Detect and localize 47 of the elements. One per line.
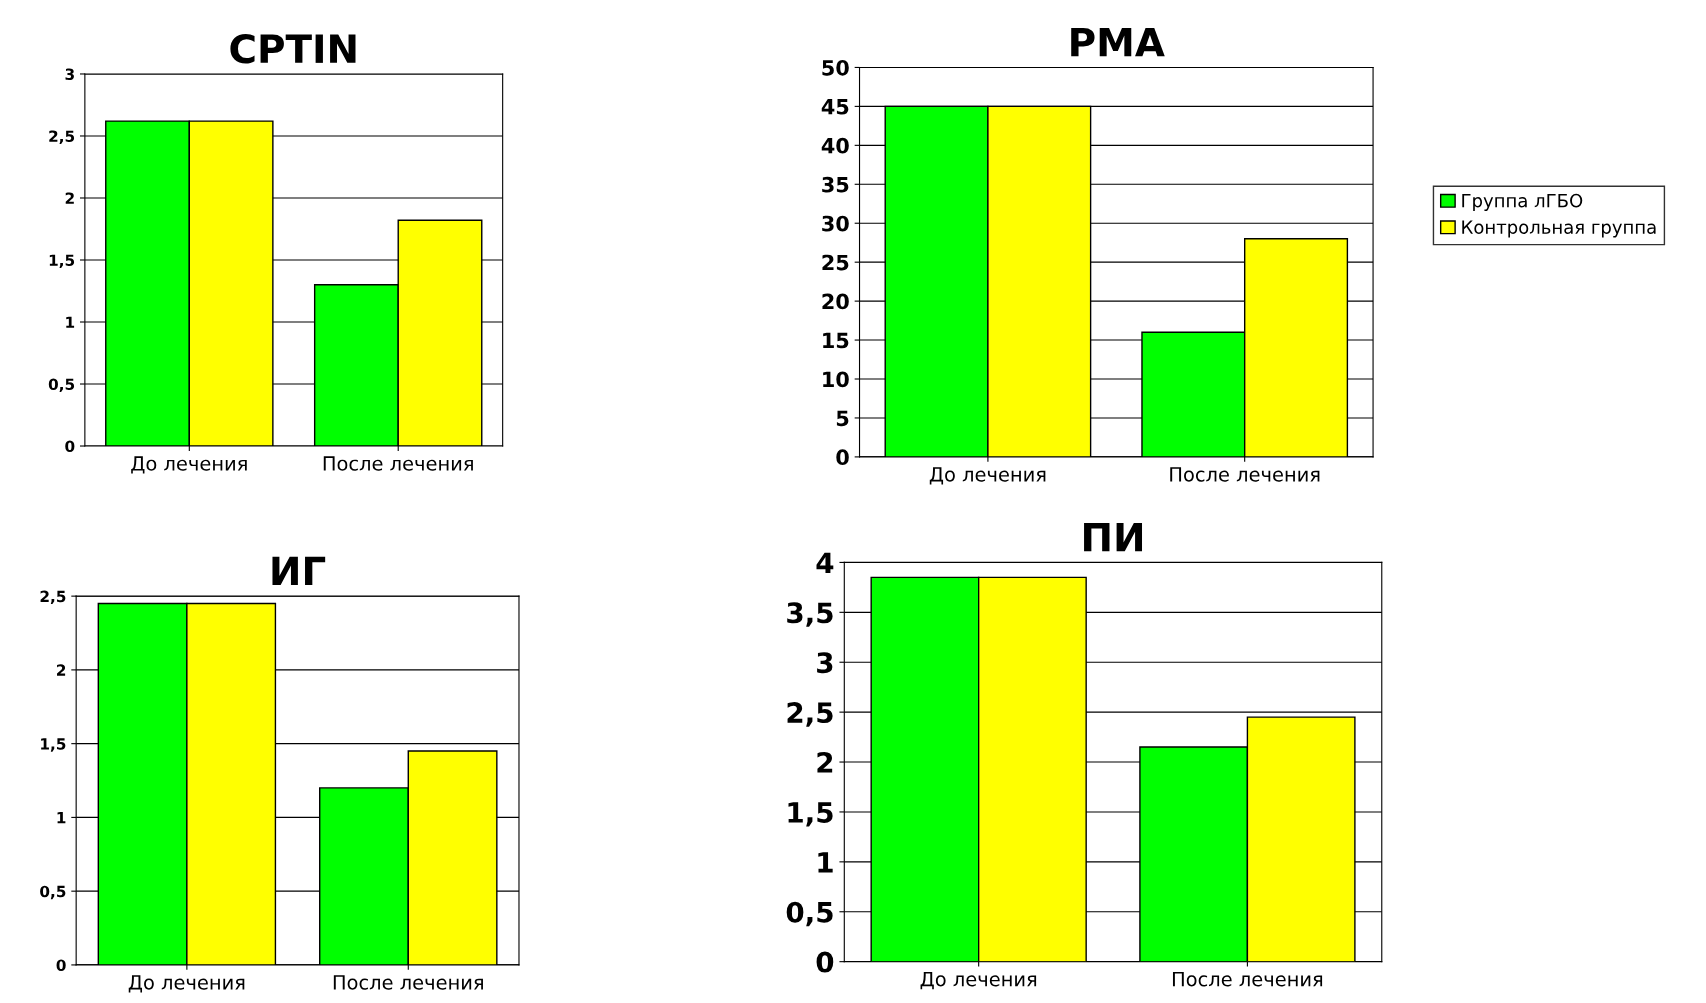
- y-tick-label: 3,5: [787, 602, 833, 627]
- y-tick-label: 0: [56, 959, 66, 971]
- y-tick-label: 1: [818, 852, 833, 873]
- y-tick-label: 0,5: [48, 378, 75, 392]
- y-tick-label: 0: [836, 449, 849, 466]
- y-tick-label: 35: [822, 176, 849, 193]
- x-tick-label: После лечения: [333, 975, 483, 990]
- chart-title: ПИ: [1084, 522, 1143, 552]
- y-tick-label: 25: [822, 254, 849, 271]
- y-tick-label: 45: [821, 99, 849, 115]
- y-tick-label: 2: [57, 664, 66, 676]
- y-tick-label: 1: [57, 812, 66, 824]
- x-tick-label: До лечения: [920, 971, 1037, 990]
- x-tick-label: После лечения: [1172, 971, 1323, 987]
- y-tick-label: 1,5: [49, 254, 75, 268]
- y-tick-label: 40: [821, 137, 849, 154]
- y-tick-label: 3: [65, 68, 74, 80]
- y-tick-label: 0: [65, 440, 75, 453]
- x-tick-label: До лечения: [131, 456, 247, 474]
- y-tick-label: 2: [817, 751, 833, 773]
- y-tick-label: 2,5: [787, 702, 833, 727]
- y-tick-label: 2,5: [40, 590, 66, 605]
- y-tick-label: 5: [836, 410, 849, 427]
- y-tick-label: 1: [66, 316, 75, 328]
- y-tick-label: 0,5: [40, 885, 66, 900]
- y-tick-label: 4: [816, 552, 834, 573]
- y-tick-label: 30: [822, 215, 849, 232]
- chart-title: CPTIN: [230, 34, 356, 64]
- y-tick-label: 2,5: [49, 130, 75, 144]
- y-tick-label: 20: [822, 293, 849, 310]
- y-tick-label: 50: [822, 59, 849, 76]
- chart-title: PMA: [1071, 27, 1165, 57]
- legend-label: Группа лГБО: [1462, 193, 1583, 211]
- y-tick-label: 15: [823, 332, 849, 349]
- x-tick-label: До лечения: [929, 467, 1046, 485]
- x-tick-label: После лечения: [323, 456, 473, 471]
- y-tick-label: 10: [823, 371, 849, 388]
- y-tick-label: 1,5: [788, 802, 833, 827]
- y-tick-label: 2: [65, 192, 74, 204]
- legend-label: Контрольная группа: [1462, 220, 1656, 238]
- y-tick-label: 3: [817, 652, 833, 674]
- x-tick-label: После лечения: [1170, 467, 1320, 482]
- y-tick-label: 1,5: [41, 738, 66, 752]
- y-tick-label: 0: [816, 951, 834, 973]
- y-tick-label: 0,5: [786, 901, 833, 927]
- chart-title: ИГ: [272, 556, 326, 586]
- x-tick-label: До лечения: [128, 975, 245, 993]
